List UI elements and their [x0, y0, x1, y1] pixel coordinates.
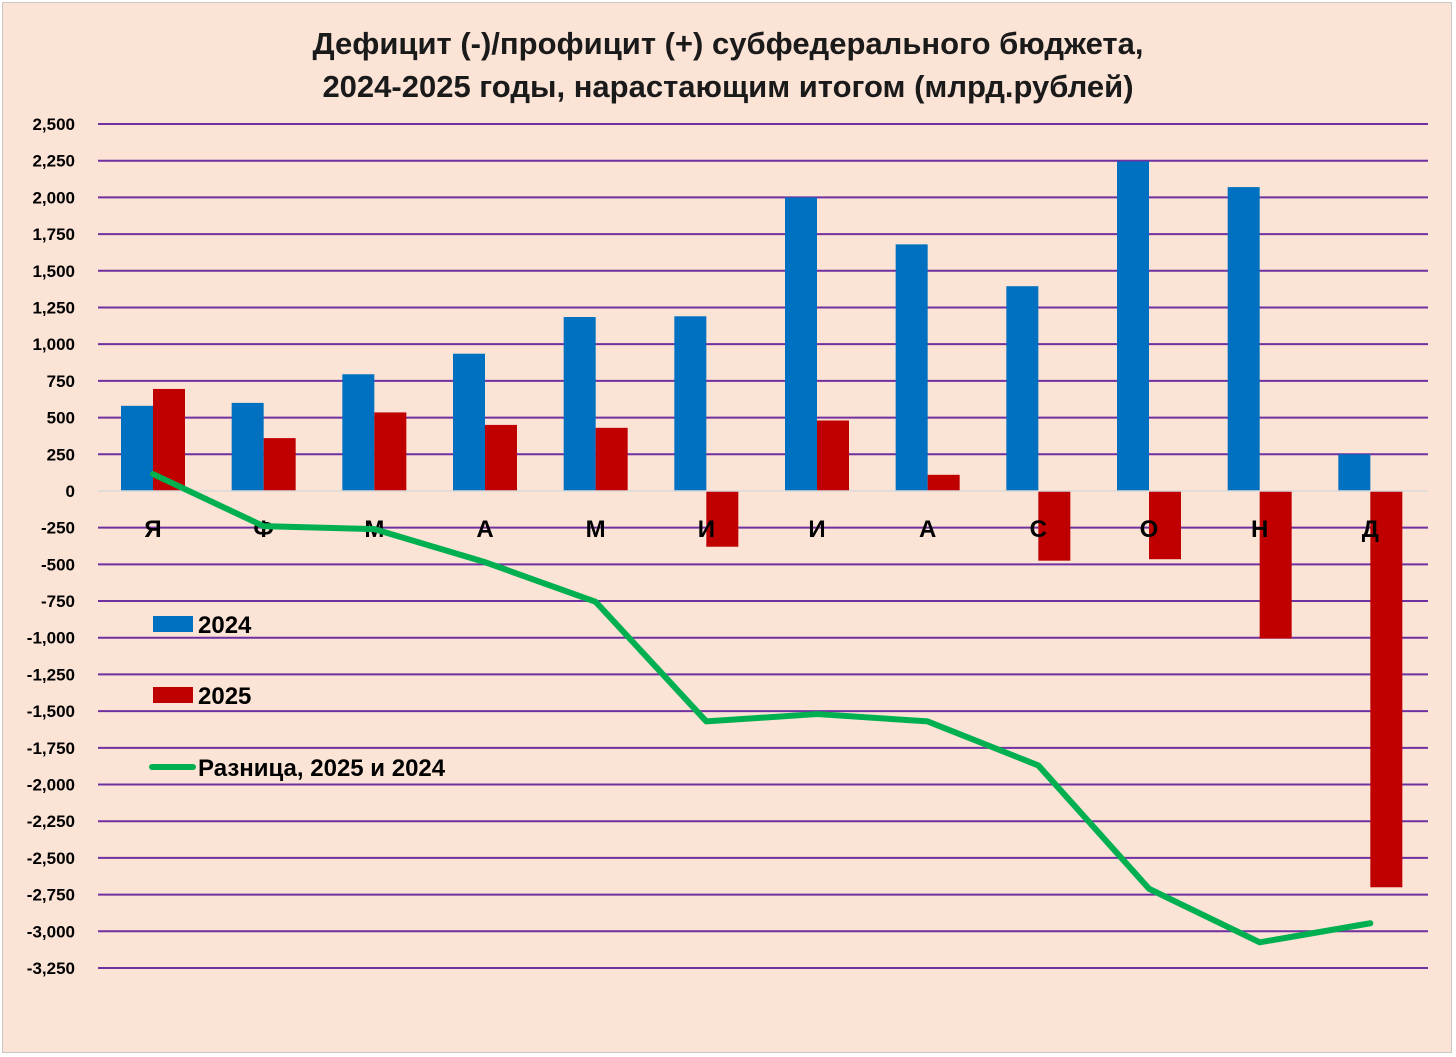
y-tick-label: -2,000: [27, 776, 75, 795]
bar-2025: [1038, 490, 1071, 561]
legend: 2024 2025 Разница, 2025 и 2024: [149, 612, 446, 782]
legend-item-2024-swatch: [153, 616, 193, 632]
bar-2025: [374, 412, 407, 491]
x-category-label: Я: [144, 516, 161, 543]
y-tick-label: 750: [47, 372, 75, 391]
y-tick-label: 1,500: [32, 262, 75, 281]
legend-item-2025-swatch: [153, 687, 193, 703]
bar-2025: [1259, 490, 1292, 639]
y-axis-tick-labels: 2,500 2,250 2,000 1,750 1,500 1,250 1,000 750 50…: [27, 115, 75, 978]
x-category-label: С: [1030, 516, 1047, 543]
bar-2024: [785, 197, 817, 491]
bar-2025: [595, 427, 628, 491]
bar-2025: [706, 490, 739, 547]
y-tick-label: 0: [66, 482, 75, 501]
y-tick-label: 1,750: [32, 225, 75, 244]
chart-title-line-2: 2024-2025 годы, нарастающим итогом (млрд…: [322, 69, 1134, 104]
bar-2024: [1117, 161, 1149, 491]
y-tick-label: 500: [47, 409, 75, 428]
bar-2024: [1006, 286, 1039, 491]
x-category-label: О: [1140, 516, 1159, 543]
gridlines: [98, 123, 1428, 969]
y-tick-label: 1,250: [32, 298, 75, 317]
y-tick-label: 250: [47, 445, 75, 464]
y-tick-label: -1,250: [27, 665, 75, 684]
bar-2025: [1149, 490, 1181, 560]
y-tick-label: -2,500: [27, 849, 75, 868]
x-category-label: А: [919, 516, 936, 543]
bar-2024: [563, 317, 596, 491]
bar-2024: [121, 405, 153, 491]
x-category-label: И: [698, 516, 715, 543]
x-category-label: Д: [1362, 516, 1379, 543]
y-tick-label: 2,250: [32, 152, 75, 171]
bar-2025: [1370, 490, 1403, 888]
bar-2024: [1227, 187, 1260, 491]
legend-item-difference-label: Разница, 2025 и 2024: [198, 755, 446, 782]
bar-2025: [263, 438, 296, 491]
chart-title: Дефицит (-)/профицит (+) субфедерального…: [0, 22, 1456, 108]
bar-2025: [817, 420, 849, 491]
x-category-label: А: [476, 516, 493, 543]
y-tick-label: -500: [41, 555, 75, 574]
y-tick-label: -3,250: [27, 959, 75, 978]
y-tick-label: 2,000: [32, 188, 75, 207]
legend-item-2025-label: 2025: [198, 683, 251, 710]
bar-2025: [485, 424, 517, 491]
x-category-label: И: [808, 516, 825, 543]
y-tick-label: -2,750: [27, 886, 75, 905]
y-tick-label: -750: [41, 592, 75, 611]
y-tick-label: -1,500: [27, 702, 75, 721]
bar-2024: [1338, 454, 1371, 491]
bar-2024: [453, 353, 485, 491]
y-tick-label: -1,750: [27, 739, 75, 758]
y-tick-label: -1,000: [27, 629, 75, 648]
y-tick-label: -2,250: [27, 812, 75, 831]
x-category-label: Н: [1251, 516, 1268, 543]
legend-item-2024-label: 2024: [198, 612, 252, 639]
y-tick-label: -250: [41, 519, 75, 538]
y-tick-label: 2,500: [32, 115, 75, 134]
chart-title-line-1: Дефицит (-)/профицит (+) субфедерального…: [312, 26, 1144, 61]
bar-2024: [231, 402, 264, 491]
bar-2024: [674, 316, 707, 491]
bar-2024: [895, 244, 928, 491]
x-category-label: М: [586, 516, 606, 543]
y-tick-label: -3,000: [27, 922, 75, 941]
bars: [121, 161, 1403, 888]
difference-series-line: [150, 471, 1374, 946]
bar-2024: [342, 374, 375, 491]
y-tick-label: 1,000: [32, 335, 75, 354]
bar-2025: [927, 474, 960, 491]
difference-line: [150, 471, 1374, 946]
